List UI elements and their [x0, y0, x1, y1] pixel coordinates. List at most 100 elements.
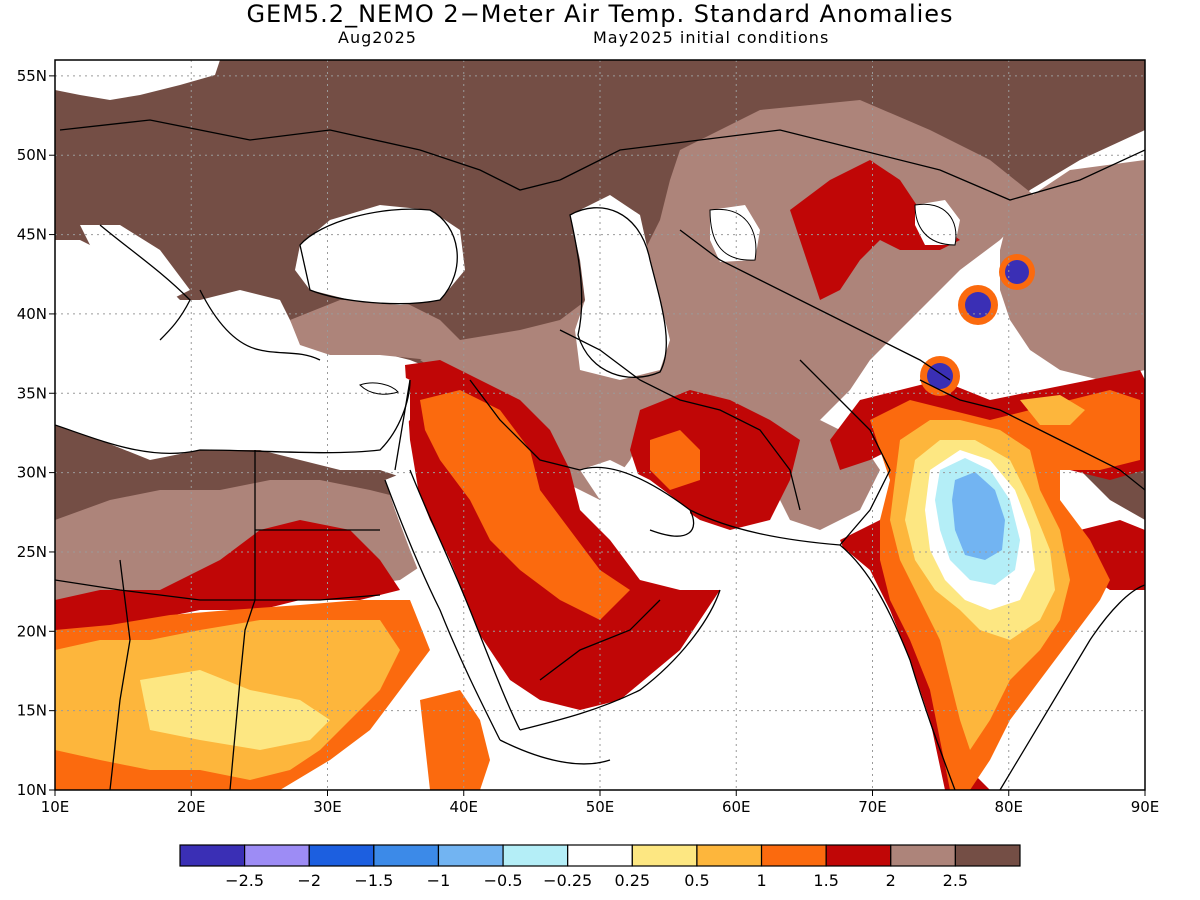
map-plot-area	[55, 60, 1145, 790]
coastline-greece	[199, 289, 321, 361]
coastline-india-west	[839, 544, 956, 790]
border-afghan-pak	[799, 359, 891, 546]
lat-tick-label: 15N	[17, 702, 47, 720]
water-adriatic	[80, 225, 190, 300]
anomaly-spot-tianshan-2-inner	[965, 292, 991, 318]
colorbar-tick-label: 0.25	[614, 871, 650, 890]
colorbar-bin	[890, 844, 956, 867]
anomaly-region-iran	[630, 390, 800, 530]
lon-tick-label: 70E	[858, 798, 887, 816]
colorbar-bin	[954, 844, 1021, 867]
colorbar-bin	[437, 844, 504, 867]
colorbar-bin	[502, 844, 569, 867]
colorbar-bin	[631, 844, 698, 867]
anomaly-region-africa-yellow	[140, 670, 330, 750]
lake-outlines	[359, 203, 957, 395]
anomaly-region-mongolia	[1000, 160, 1145, 380]
border-yemen-oman	[539, 599, 661, 681]
border-sahara-3	[109, 559, 131, 790]
border-iraq-saudi	[469, 379, 581, 471]
lat-tick-label: 30N	[17, 464, 47, 482]
colorbar-bin	[760, 844, 827, 867]
lat-tick-label: 40N	[17, 305, 47, 323]
water-bay-of-bengal	[1010, 600, 1145, 790]
water-aral	[710, 205, 760, 262]
lon-tick-label: 20E	[177, 798, 206, 816]
water-mediterranean	[55, 290, 410, 460]
anomaly-region-ethiopia	[420, 690, 490, 790]
lat-tick-label: 35N	[17, 384, 47, 402]
colorbar-bin	[308, 844, 375, 867]
valid-month-label: Aug2025	[338, 28, 417, 47]
lon-tick-label: 60E	[722, 798, 751, 816]
anomaly-region-kazakhstan	[790, 160, 960, 300]
lat-tick-label: 25N	[17, 543, 47, 561]
lat-tick-label: 20N	[17, 622, 47, 640]
anomaly-region-india-blue	[952, 472, 1005, 560]
coastline-iran-south	[689, 509, 841, 546]
cyprus-outline	[359, 382, 399, 395]
water-baltic-north	[55, 60, 220, 100]
border-iran	[559, 329, 801, 511]
coastline-arabia-south	[519, 589, 721, 731]
colorbar-tick-label: 0.5	[684, 871, 709, 890]
lat-tick-label: 45N	[17, 226, 47, 244]
anomaly-region-anatolia	[290, 300, 470, 360]
water-persian-gulf	[580, 460, 690, 540]
colorbar-tick-label: 2.5	[943, 871, 968, 890]
coastline-mediterranean-south	[55, 379, 411, 455]
lat-tick-label: 55N	[17, 67, 47, 85]
water-black-sea	[295, 205, 465, 305]
anomaly-region-iran-core	[650, 430, 700, 490]
lake-balkhash-outline	[914, 203, 957, 246]
colorbar-bin	[179, 844, 246, 867]
water-gulf-of-aden	[500, 710, 620, 790]
colorbar-tick-label: −2	[297, 871, 321, 890]
colorbar-tick-label: 2	[886, 871, 896, 890]
anomaly-spot-tianshan-1-inner	[1005, 260, 1029, 284]
lon-tick-label: 30E	[313, 798, 342, 816]
lon-tick-label: 90E	[1131, 798, 1160, 816]
colorbar-tick-label: 1.5	[813, 871, 838, 890]
colorbar-tick-label: −1	[427, 871, 451, 890]
border-sahara-1	[55, 579, 381, 601]
coastline-red-sea-west	[384, 479, 501, 741]
coastline-levant	[394, 379, 411, 471]
init-conditions-label: May2025 initial conditions	[593, 28, 830, 47]
coastline-horn-africa	[499, 739, 611, 765]
lon-tick-label: 40E	[449, 798, 478, 816]
border-central-asia	[679, 229, 951, 381]
colorbar-tick-label: −0.25	[543, 871, 592, 890]
water-red-sea	[385, 470, 520, 740]
lat-tick-label: 50N	[17, 146, 47, 164]
latitude-axis: 10N 15N 20N 25N 30N 35N 40N 45N 50N 55N	[17, 67, 55, 799]
anomaly-region-punjab-amber	[1020, 395, 1085, 425]
anomaly-region-arabia-core	[420, 390, 630, 620]
border-russia-kazakh	[559, 129, 1145, 201]
gridlines	[55, 60, 1145, 790]
border-sahara-2	[229, 450, 256, 790]
colorbar: −2.5 −2 −1.5 −1 −0.5 −0.25 0.25 0.5 1 1.5 2 2.5	[179, 844, 1021, 890]
coastline-persian-gulf	[579, 466, 695, 537]
anomaly-region-sahel-north	[55, 520, 400, 630]
colorbar-bin	[825, 844, 892, 867]
colorbar-tick-label: 1	[756, 871, 766, 890]
colorbar-tick-label: −2.5	[225, 871, 264, 890]
longitude-axis: 10E 20E 30E 40E 50E 60E 70E 80E 90E	[41, 790, 1160, 816]
lon-tick-label: 50E	[586, 798, 615, 816]
coastline-black-sea	[299, 208, 458, 305]
colorbar-tick-label: −1.5	[354, 871, 393, 890]
colorbar-bin	[244, 844, 310, 867]
colorbar-bin	[567, 844, 633, 867]
lake-aral-outline	[709, 208, 757, 261]
lat-tick-label: 10N	[17, 781, 47, 799]
colorbar-bin	[373, 844, 440, 867]
coastline-india-east	[999, 584, 1145, 790]
water-balkhash	[915, 200, 960, 245]
coastline-caspian	[569, 207, 667, 379]
coastlines	[55, 119, 1145, 790]
coastline-italy	[99, 224, 191, 341]
chart-title: GEM5.2_NEMO 2−Meter Air Temp. Standard A…	[246, 0, 954, 28]
border-europe	[59, 119, 561, 191]
